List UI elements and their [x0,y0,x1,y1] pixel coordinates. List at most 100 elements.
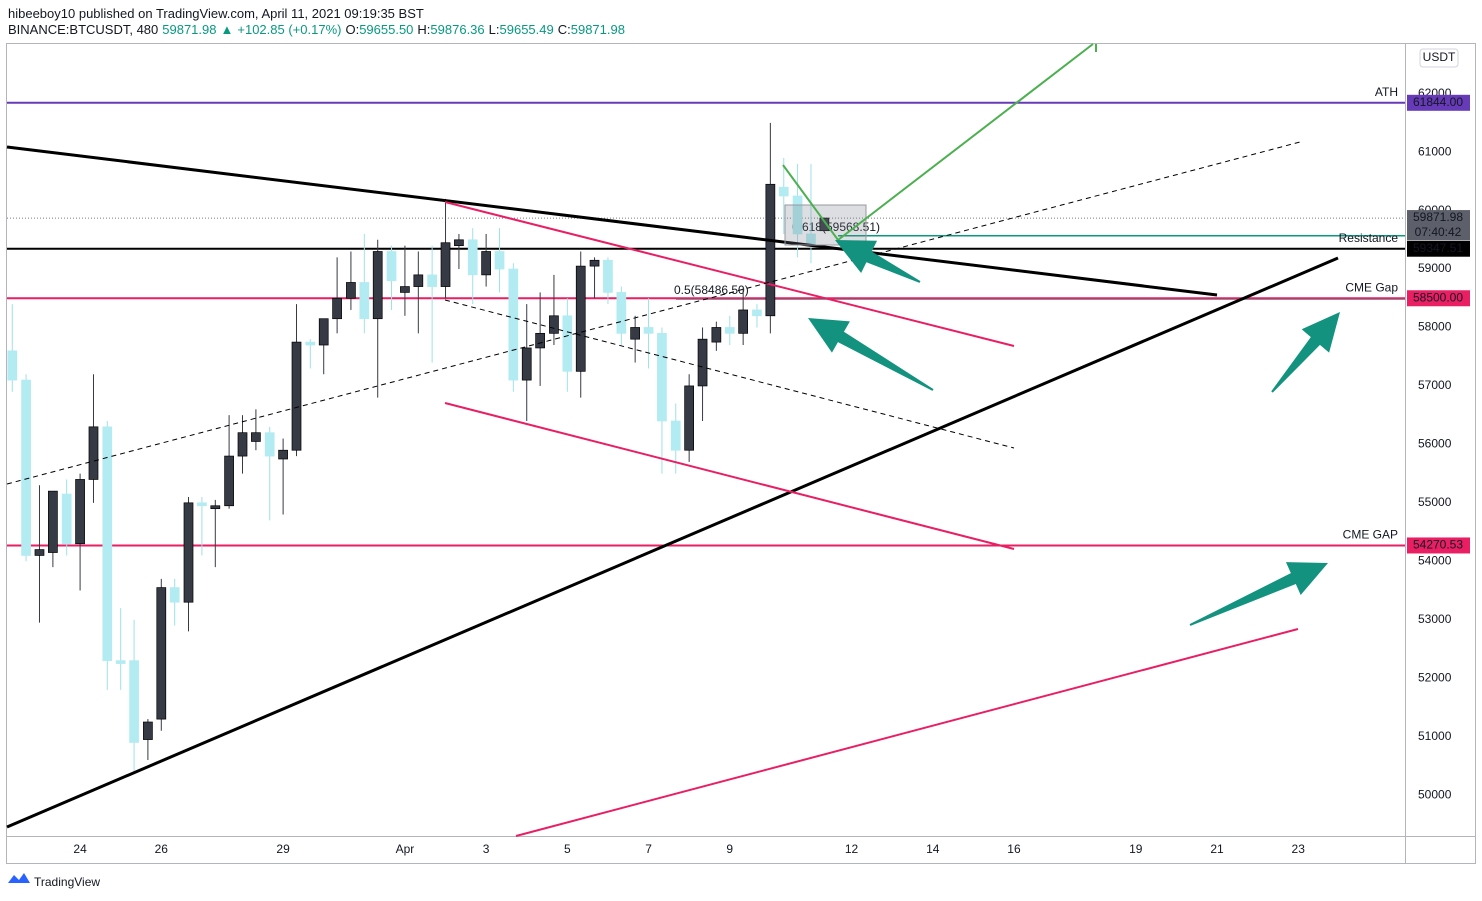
fib-label: 0.5(58486.50) [674,283,749,297]
arrow [835,240,921,283]
candle-body [129,660,139,743]
candle-body [61,493,72,545]
y-tick-label: 54000 [1418,553,1452,567]
ohlc-key: H: [417,22,430,37]
candle-body [197,502,207,507]
candle-body [819,217,830,232]
candle-body [88,426,99,480]
candle-body [467,239,478,276]
y-tick-label: 50000 [1418,787,1452,801]
candle-body [494,251,505,270]
channel-line [444,402,1015,550]
candle-body [535,332,545,349]
y-tick-label: 61000 [1418,144,1452,158]
ohlc-key: O: [345,22,359,37]
candle-body [427,274,437,287]
candle-body [738,309,749,334]
candle-body [318,318,329,346]
ohlc-value: 59871.98 [571,22,625,37]
candle-body [7,350,18,381]
candle-body [346,282,356,299]
candle-body [765,183,776,317]
candle-body [169,587,180,603]
currency-box [1419,48,1459,68]
frame [6,43,1476,864]
candle-body [21,379,31,556]
x-tick-label: 9 [726,842,733,856]
arrow [1271,312,1340,393]
candle-body [616,292,627,334]
candle-body [521,347,532,381]
drawings [6,43,1339,837]
arrow [1189,562,1328,626]
price-line-label: 54270.53 [1413,538,1463,552]
brand: TradingView [34,875,100,889]
candle-body [305,341,316,346]
change: +102.85 (+0.17%) [237,22,341,37]
symbol: BINANCE:BTCUSDT, 480 [8,22,158,37]
x-tick-label: 29 [276,842,290,856]
candle-body [684,385,694,451]
y-tick-label: 59000 [1418,261,1452,275]
candle-body [792,195,803,235]
trendline [6,145,1218,297]
candle-body [508,268,519,381]
candle-body [143,721,153,740]
x-tick-label: 14 [926,842,940,856]
candle-body [359,282,370,320]
trendline [515,628,1299,837]
x-tick-label: 5 [564,842,571,856]
candle-body [278,449,288,460]
candle-body [711,327,722,343]
candle-body [156,587,167,720]
y-tick-label: 51000 [1418,729,1452,743]
candle-body [34,549,45,556]
candle-body [291,341,302,451]
channel-line [444,201,1015,347]
candle-body [400,286,410,293]
plot: 50000 51000 52000 53000 54000 55000 56000 57000… [7,85,1470,856]
x-tick-label: Apr [396,842,415,856]
x-tick-label: 12 [845,842,859,856]
price-line-label: 58500.00 [1413,290,1463,304]
price-line-label-box [1407,537,1470,554]
line-note: Resistance [1339,231,1399,245]
candle-body [102,426,113,661]
price-line-label: 61844.00 [1413,95,1463,109]
ohlc-key: C: [558,22,571,37]
candle-body [575,265,586,372]
candle-body [724,327,735,334]
candle-body [224,455,234,507]
candle-body [386,251,397,282]
candle-body [562,315,573,372]
x-tick-label: 24 [73,842,87,856]
candle-body [237,432,248,457]
candle-body [752,309,762,317]
x-tick-label: 19 [1129,842,1143,856]
candle-body [549,315,559,334]
candle-body [183,502,194,603]
candle-body [454,239,464,247]
ohlc-key: L: [489,22,500,37]
candles [7,122,830,772]
candle-body [251,432,261,442]
candle-body [670,420,681,451]
price-line-label-box [1407,240,1470,257]
published: hibeeboy10 published on TradingView.com,… [8,6,424,21]
dashed-line [6,141,1301,485]
y-tick-label: 55000 [1418,495,1452,509]
currency: USDT [1423,50,1456,64]
candle-body [643,327,654,334]
y-tick-label: 58000 [1418,320,1452,334]
candle-body [264,432,275,457]
x-tick-label: 16 [1007,842,1021,856]
y-tick-label: 52000 [1418,670,1452,684]
candle-body [75,479,85,545]
candle-body [697,338,708,387]
candle-body [48,490,58,553]
dashed-line [444,299,1015,449]
candle-body [589,259,600,267]
symbol-line: BINANCE:BTCUSDT, 480 59871.98 ▲ +102.85 (+0… [8,22,625,37]
price-line-label: 59347.51 [1413,241,1463,255]
candle-body [210,505,221,510]
